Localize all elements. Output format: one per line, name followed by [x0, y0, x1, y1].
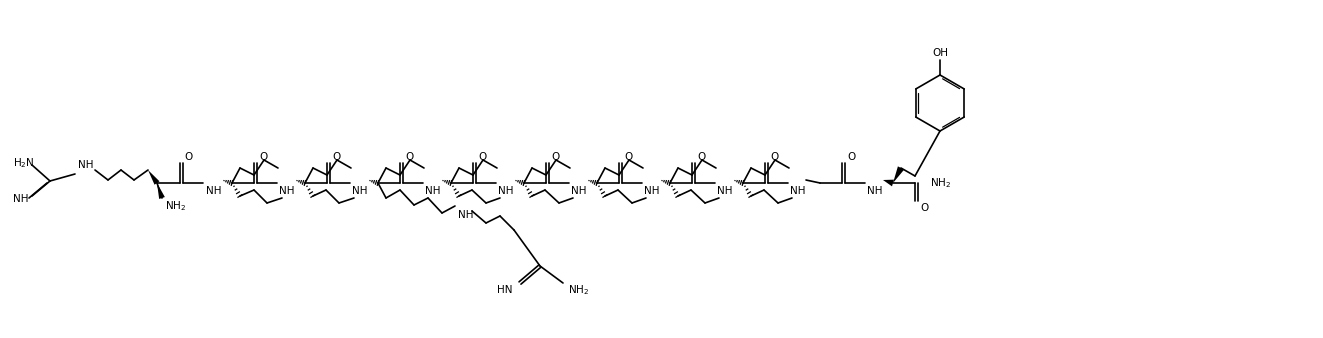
- Polygon shape: [157, 183, 165, 199]
- Text: NH$_2$: NH$_2$: [165, 199, 187, 213]
- Text: O: O: [259, 152, 267, 162]
- Text: NH: NH: [867, 186, 882, 196]
- Text: NH: NH: [458, 210, 474, 220]
- Text: NH: NH: [644, 186, 659, 196]
- Text: NH: NH: [352, 186, 368, 196]
- Text: O: O: [184, 152, 192, 162]
- Polygon shape: [882, 180, 894, 186]
- Text: O: O: [919, 203, 929, 213]
- Text: O: O: [550, 152, 560, 162]
- Text: NH: NH: [425, 186, 441, 196]
- Text: NH: NH: [497, 186, 513, 196]
- Text: NH: NH: [572, 186, 586, 196]
- Text: NH: NH: [790, 186, 806, 196]
- Text: O: O: [770, 152, 778, 162]
- Text: NH$_2$: NH$_2$: [568, 283, 589, 297]
- Text: NH: NH: [279, 186, 295, 196]
- Text: NH: NH: [13, 194, 29, 204]
- Text: NH: NH: [717, 186, 733, 196]
- Text: O: O: [405, 152, 413, 162]
- Text: NH: NH: [206, 186, 221, 196]
- Text: NH: NH: [78, 160, 94, 170]
- Text: O: O: [697, 152, 705, 162]
- Polygon shape: [148, 170, 160, 185]
- Text: O: O: [624, 152, 632, 162]
- Polygon shape: [893, 166, 904, 183]
- Text: OH: OH: [931, 48, 949, 58]
- Text: NH$_2$: NH$_2$: [930, 176, 951, 190]
- Text: O: O: [332, 152, 340, 162]
- Text: H$_2$N: H$_2$N: [13, 156, 34, 170]
- Text: O: O: [847, 152, 855, 162]
- Text: HN: HN: [497, 285, 513, 295]
- Text: O: O: [478, 152, 487, 162]
